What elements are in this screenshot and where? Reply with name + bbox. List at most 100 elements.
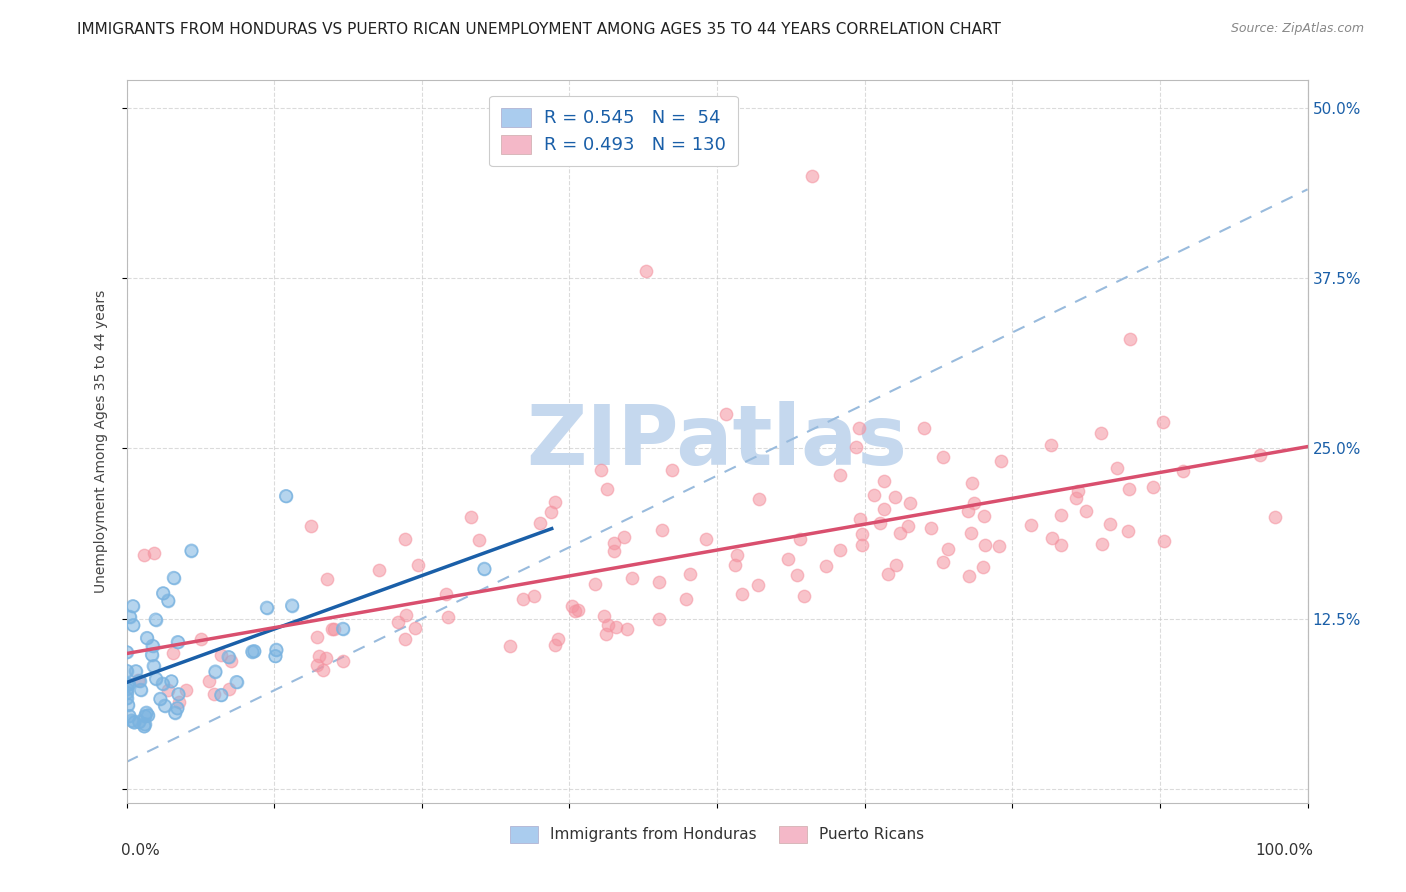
Point — [115, 664, 138, 678]
Point — [460, 510, 482, 524]
Point — [204, 665, 226, 679]
Point — [152, 676, 174, 690]
Point — [936, 542, 959, 557]
Point — [118, 677, 141, 691]
Text: IMMIGRANTS FROM HONDURAS VS PUERTO RICAN UNEMPLOYMENT AMONG AGES 35 TO 44 YEARS : IMMIGRANTS FROM HONDURAS VS PUERTO RICAN… — [77, 22, 1001, 37]
Point — [127, 673, 149, 687]
Point — [814, 559, 837, 574]
Point — [912, 421, 935, 435]
Point — [198, 674, 221, 689]
Point — [281, 599, 304, 613]
Point — [873, 502, 896, 516]
Point — [145, 613, 167, 627]
Point — [679, 566, 702, 581]
Point — [118, 609, 141, 624]
Point — [724, 558, 747, 572]
Point — [115, 685, 138, 699]
Point — [134, 719, 156, 733]
Point — [636, 264, 658, 278]
Point — [162, 647, 184, 661]
Point — [990, 454, 1012, 468]
Point — [731, 587, 754, 601]
Point — [243, 644, 266, 658]
Point — [620, 571, 643, 585]
Point — [167, 687, 190, 701]
Point — [281, 599, 304, 613]
Point — [136, 631, 159, 645]
Point — [332, 622, 354, 636]
Point — [307, 658, 329, 673]
Point — [274, 489, 297, 503]
Point — [141, 648, 163, 662]
Point — [118, 609, 141, 624]
Point — [163, 571, 186, 585]
Point — [149, 691, 172, 706]
Point — [124, 665, 146, 679]
Point — [153, 698, 176, 713]
Point — [152, 586, 174, 600]
Text: ZIPatlas: ZIPatlas — [527, 401, 907, 482]
Point — [225, 675, 247, 690]
Point — [118, 677, 141, 691]
Point — [1152, 415, 1174, 429]
Point — [647, 575, 669, 590]
Point — [145, 672, 167, 686]
Point — [404, 621, 426, 635]
Point — [308, 649, 330, 664]
Point — [512, 592, 534, 607]
Point — [1118, 482, 1140, 496]
Point — [595, 627, 617, 641]
Point — [174, 683, 197, 698]
Point — [145, 672, 167, 686]
Point — [221, 654, 243, 668]
Point — [160, 674, 183, 689]
Point — [321, 622, 343, 636]
Point — [204, 665, 226, 679]
Point — [117, 698, 139, 712]
Point — [931, 556, 953, 570]
Point — [1153, 534, 1175, 549]
Point — [394, 632, 416, 647]
Point — [547, 632, 569, 646]
Point — [115, 685, 138, 699]
Point — [117, 678, 139, 692]
Legend: Immigrants from Honduras, Puerto Ricans: Immigrants from Honduras, Puerto Ricans — [503, 820, 931, 849]
Point — [1039, 438, 1062, 452]
Point — [209, 648, 232, 662]
Point — [567, 603, 589, 617]
Point — [583, 577, 606, 591]
Point — [118, 709, 141, 723]
Point — [1105, 461, 1128, 475]
Point — [266, 642, 288, 657]
Point — [849, 512, 872, 526]
Point — [256, 600, 278, 615]
Point — [873, 474, 896, 488]
Point — [828, 468, 851, 483]
Point — [988, 539, 1011, 553]
Point — [163, 571, 186, 585]
Point — [602, 536, 624, 550]
Point — [124, 665, 146, 679]
Point — [135, 706, 157, 720]
Point — [387, 615, 409, 630]
Point — [972, 560, 994, 574]
Point — [869, 516, 891, 530]
Point — [1074, 504, 1097, 518]
Point — [190, 632, 212, 646]
Point — [240, 644, 263, 658]
Point — [305, 630, 328, 644]
Point — [115, 682, 138, 697]
Point — [889, 525, 911, 540]
Point — [149, 691, 172, 706]
Point — [960, 476, 983, 491]
Point — [651, 523, 673, 537]
Point — [135, 706, 157, 720]
Point — [543, 638, 565, 652]
Point — [1064, 491, 1087, 505]
Point — [1249, 448, 1271, 462]
Y-axis label: Unemployment Among Ages 35 to 44 years: Unemployment Among Ages 35 to 44 years — [94, 290, 108, 593]
Point — [128, 714, 150, 729]
Point — [274, 489, 297, 503]
Point — [180, 543, 202, 558]
Point — [1050, 508, 1073, 522]
